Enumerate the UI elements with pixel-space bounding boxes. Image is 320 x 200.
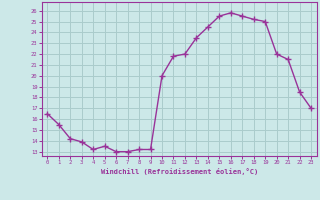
X-axis label: Windchill (Refroidissement éolien,°C): Windchill (Refroidissement éolien,°C) xyxy=(100,168,258,175)
